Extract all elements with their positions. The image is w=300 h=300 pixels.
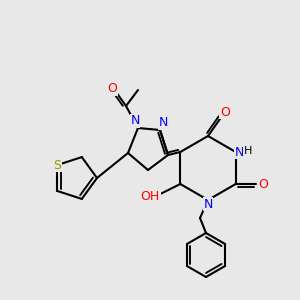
Text: O: O (258, 178, 268, 190)
Text: OH: OH (141, 190, 160, 203)
Text: O: O (220, 106, 230, 118)
Text: H: H (244, 146, 252, 156)
Text: S: S (53, 159, 61, 172)
Text: N: N (130, 115, 140, 128)
Text: N: N (235, 146, 244, 158)
Text: N: N (158, 116, 168, 130)
Text: N: N (203, 197, 213, 211)
Text: O: O (107, 82, 117, 95)
